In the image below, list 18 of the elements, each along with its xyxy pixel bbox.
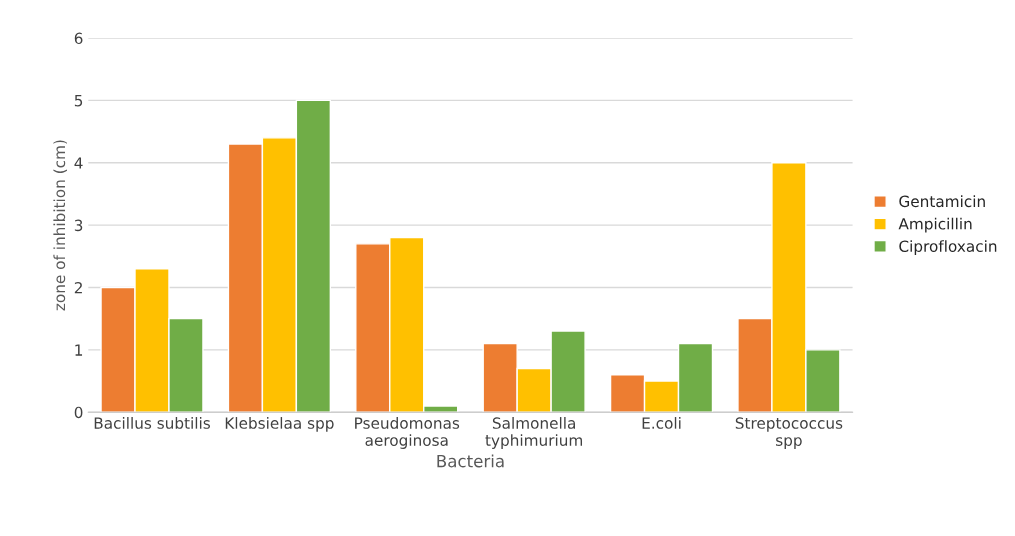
y-tick-label: 2 xyxy=(74,281,82,294)
y-tick-label: 5 xyxy=(74,95,83,107)
legend-label: Ampicillin xyxy=(898,217,972,233)
x-tick-label: Salmonella typhimurium xyxy=(485,417,583,449)
x-tick-label: E.coli xyxy=(642,417,681,429)
x-tick-label: Bacillus subtilis xyxy=(94,417,210,429)
y-axis-title: zone of inhibition (cm) xyxy=(53,140,68,311)
x-tick-label: Streptococcus spp xyxy=(735,417,843,449)
y-tick-label: 0 xyxy=(74,406,83,419)
y-tick-label: 4 xyxy=(74,157,83,169)
x-axis-title: Bacteria xyxy=(437,454,504,468)
y-tick-label: 3 xyxy=(74,219,83,232)
y-tick-label: 6 xyxy=(74,32,83,45)
legend-label: Ciprofloxacin xyxy=(899,240,997,255)
legend-label: Gentamicin xyxy=(899,195,985,208)
x-tick-label: Pseudomonas aeroginosa xyxy=(355,417,460,449)
y-tick-label: 1 xyxy=(75,344,83,356)
x-tick-label: Klebsielaa spp xyxy=(225,417,334,432)
